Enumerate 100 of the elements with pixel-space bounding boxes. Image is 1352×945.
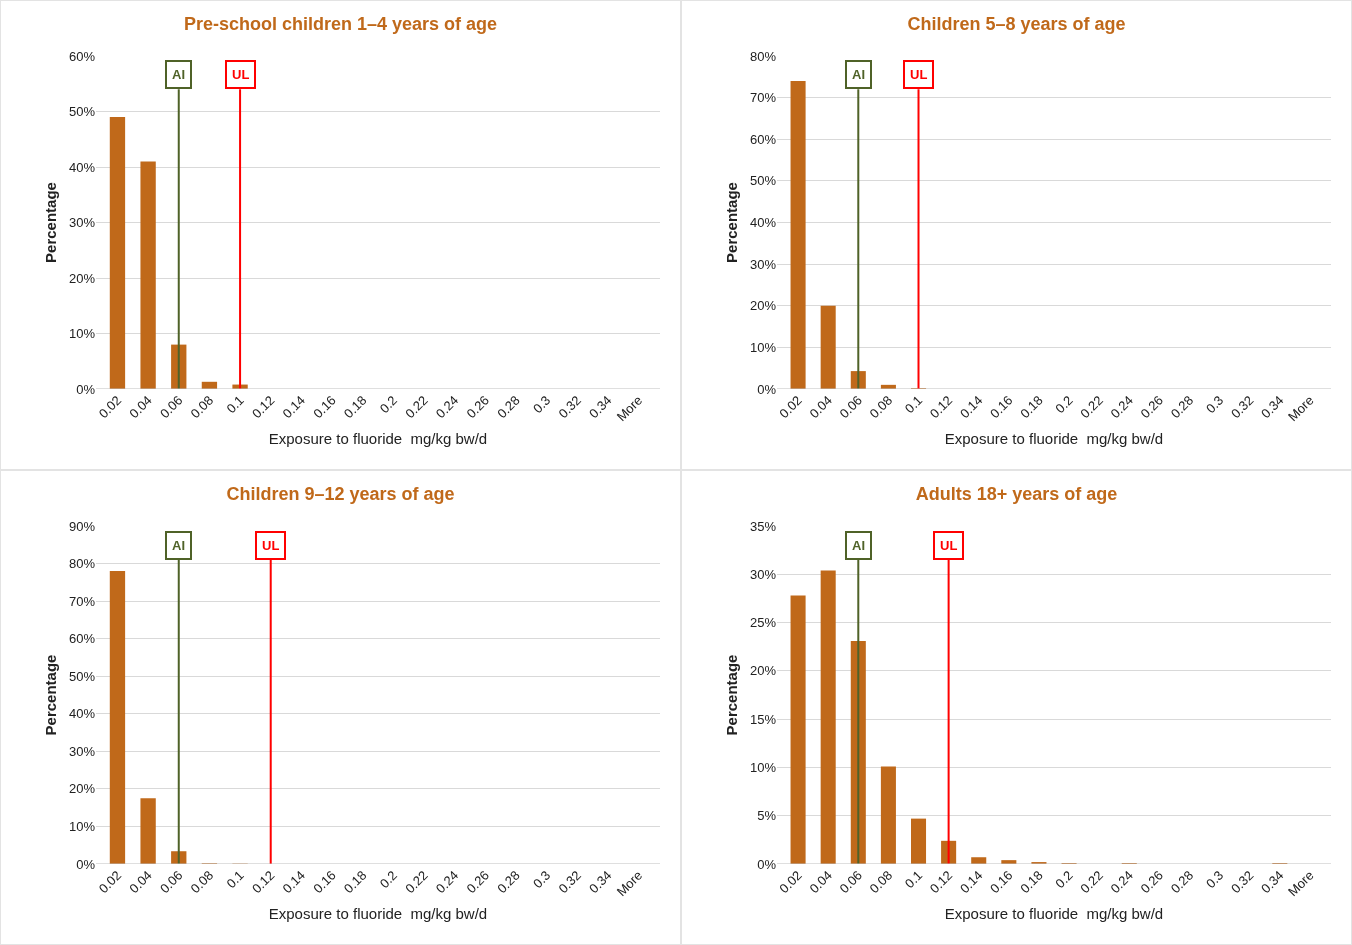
y-tick-label: 90%: [68, 518, 96, 534]
x-tick-label: 0.22: [402, 392, 431, 422]
x-tick-label: 0.34: [1258, 867, 1287, 897]
x-tick-label: 0.32: [555, 867, 584, 897]
ref-line-label: UL: [910, 67, 928, 82]
y-tick-label: 35%: [749, 518, 777, 534]
chart-title: Children 5–8 years of age: [907, 13, 1126, 34]
x-tick-label: 0.28: [494, 392, 523, 422]
x-axis-title: Exposure to fluoride mg/kg bw/d: [268, 430, 488, 447]
x-tick-label: 0.06: [836, 392, 866, 422]
x-tick-label: 0.12: [926, 392, 956, 422]
x-axis-title: Exposure to fluoride mg/kg bw/d: [268, 905, 488, 922]
x-tick-label: 0.18: [340, 867, 370, 897]
x-tick-label: 0.02: [776, 392, 805, 422]
y-tick-label: 30%: [68, 215, 96, 231]
ref-line-label: AI: [172, 538, 185, 553]
y-tick-label: 40%: [68, 706, 96, 722]
y-tick-label: 30%: [68, 743, 96, 759]
x-tick-label: 0.02: [95, 392, 125, 422]
x-tick-label: 0.22: [402, 867, 431, 897]
y-axis-title: Percentage: [42, 654, 59, 736]
x-tick-label: 0.2: [376, 392, 401, 416]
y-tick-label: 10%: [68, 326, 96, 342]
y-tick-label: 20%: [68, 270, 96, 286]
x-tick-label: 0.18: [340, 392, 370, 422]
x-tick-label: 0.1: [223, 867, 247, 891]
x-tick-label: 0.32: [555, 392, 584, 422]
ref-line-label: AI: [172, 67, 185, 82]
y-tick-label: 10%: [68, 818, 96, 834]
x-tick-label: 0.24: [432, 867, 462, 897]
y-tick-label: 0%: [76, 381, 96, 397]
y-tick-label: 0%: [757, 856, 777, 872]
ref-line-label: UL: [262, 538, 280, 553]
x-tick-label: 0.16: [987, 392, 1016, 422]
x-axis-title: Exposure to fluoride mg/kg bw/d: [944, 430, 1164, 447]
y-tick-label: 60%: [749, 131, 777, 147]
chart-title: Children 9–12 years of age: [226, 484, 455, 505]
y-axis-title: Percentage: [723, 654, 740, 736]
x-tick-label: 0.3: [529, 867, 554, 891]
y-tick-label: 60%: [68, 631, 96, 647]
x-tick-label: 0.04: [806, 867, 835, 897]
x-tick-label: 0.22: [1077, 392, 1106, 422]
x-tick-label: 0.16: [987, 867, 1016, 897]
y-tick-label: 25%: [749, 615, 777, 631]
x-tick-label: 0.04: [126, 392, 155, 422]
x-tick-label: 0.2: [1052, 867, 1076, 891]
x-tick-label: 0.12: [248, 867, 278, 897]
x-tick-label: 0.18: [1017, 867, 1046, 897]
x-tick-label: 0.12: [248, 392, 278, 422]
y-tick-label: 70%: [749, 90, 777, 106]
y-tick-label: 70%: [68, 593, 96, 609]
x-tick-label: 0.18: [1017, 392, 1046, 422]
x-tick-label: 0.08: [866, 392, 896, 422]
x-tick-label: 0.3: [1202, 867, 1227, 891]
x-tick-label: 0.12: [926, 867, 956, 897]
y-tick-label: 50%: [68, 104, 96, 120]
x-tick-label: 0.32: [1227, 867, 1257, 897]
y-axis-title: Percentage: [42, 182, 59, 263]
x-tick-label: 0.08: [866, 867, 896, 897]
y-tick-label: 20%: [749, 298, 777, 314]
x-tick-label: 0.04: [806, 392, 835, 422]
x-tick-label: 0.14: [956, 392, 986, 422]
x-tick-label: 0.06: [836, 867, 866, 897]
y-tick-label: 60%: [68, 48, 96, 64]
x-tick-label: 0.16: [310, 392, 339, 422]
x-tick-label: 0.2: [376, 867, 401, 891]
chart-title: Adults 18+ years of age: [915, 484, 1118, 505]
y-tick-label: 30%: [749, 566, 777, 582]
x-tick-label: 0.24: [432, 392, 462, 422]
y-tick-label: 80%: [68, 556, 96, 572]
y-tick-label: 50%: [749, 173, 777, 189]
ref-line-label: UL: [940, 538, 958, 553]
y-tick-label: 80%: [749, 48, 777, 64]
x-tick-label: 0.28: [494, 867, 523, 897]
x-tick-label: 0.34: [586, 867, 615, 897]
x-tick-label: 0.2: [1052, 392, 1076, 416]
x-tick-label: 0.26: [1137, 867, 1167, 897]
x-tick-label: 0.02: [95, 867, 125, 897]
x-tick-label: 0.3: [1202, 392, 1227, 416]
y-tick-label: 20%: [749, 663, 777, 679]
x-tick-label: 0.26: [463, 392, 492, 422]
x-tick-label: 0.3: [529, 392, 554, 416]
y-tick-label: 10%: [749, 759, 777, 775]
x-tick-label: 0.14: [279, 867, 309, 897]
y-tick-label: 20%: [68, 781, 96, 797]
x-tick-label: 0.16: [310, 867, 339, 897]
ref-line-label: UL: [232, 67, 250, 82]
y-axis-title: Percentage: [723, 182, 740, 263]
x-tick-label: 0.04: [126, 867, 155, 897]
chart-title: Pre-school children 1–4 years of age: [183, 13, 498, 34]
x-tick-label: 0.34: [586, 392, 615, 422]
x-tick-label: 0.26: [463, 867, 492, 897]
x-tick-label: 0.28: [1167, 867, 1197, 897]
y-tick-label: 0%: [757, 381, 777, 397]
y-tick-label: 5%: [757, 808, 777, 824]
x-tick-label: 0.08: [187, 867, 217, 897]
x-tick-label: 0.24: [1107, 392, 1136, 422]
x-tick-label: 0.26: [1137, 392, 1167, 422]
y-tick-label: 15%: [749, 711, 777, 727]
y-tick-label: 40%: [68, 159, 96, 175]
